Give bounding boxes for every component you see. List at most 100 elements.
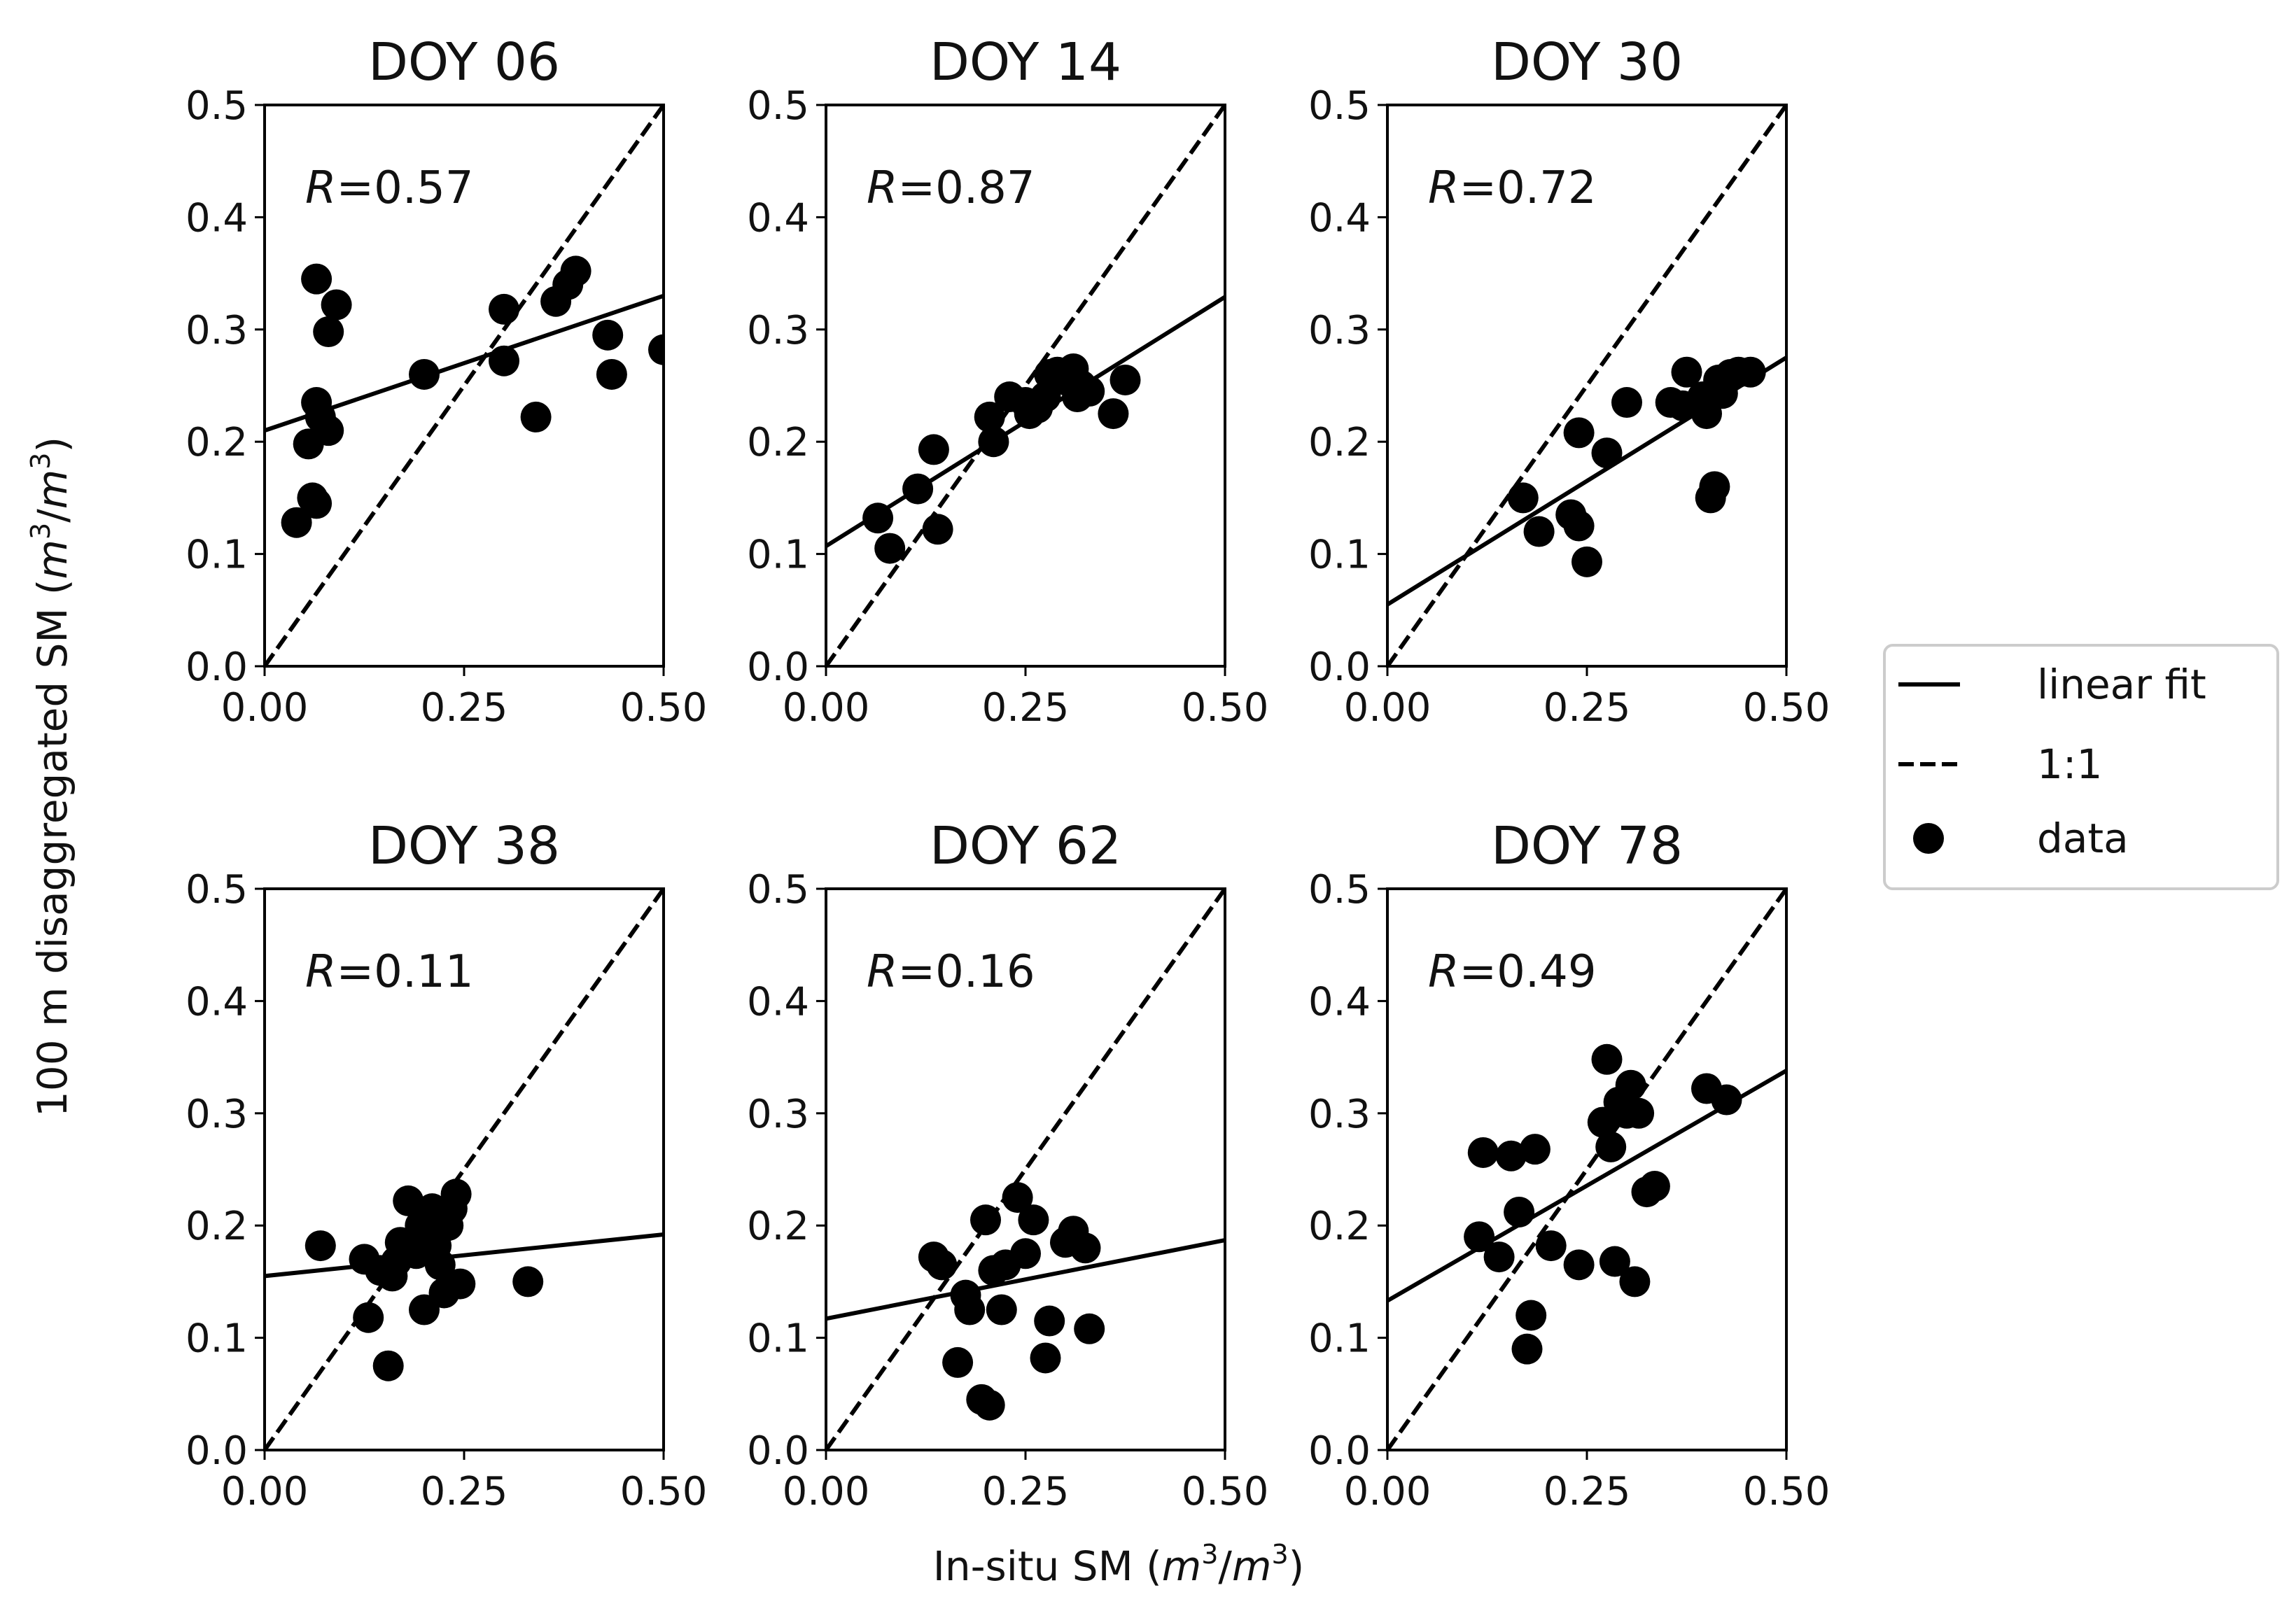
data-point bbox=[942, 1346, 974, 1378]
subplot-panel: DOY 30 0.0 0.1 0.2 0.3 0.4 0.5 0.00 0.25 0.50 R=0.… bbox=[1308, 32, 1830, 731]
y-tick-label: 0.1 bbox=[747, 1316, 809, 1362]
y-tick-label: 0.1 bbox=[186, 533, 248, 578]
r-symbol: R bbox=[305, 162, 336, 214]
data-point bbox=[974, 1389, 1005, 1421]
subplot-title: DOY 78 bbox=[1491, 816, 1683, 876]
data-point bbox=[1563, 417, 1595, 449]
data-point bbox=[1595, 1131, 1627, 1162]
data-point bbox=[1516, 1300, 1547, 1331]
data-point bbox=[444, 1268, 476, 1300]
data-point bbox=[293, 428, 324, 460]
y-tick-label: 0.2 bbox=[747, 1204, 809, 1249]
x-tick-label: 0.25 bbox=[1544, 1469, 1631, 1514]
data-point bbox=[1639, 1171, 1670, 1202]
data-point bbox=[440, 1179, 472, 1210]
data-point bbox=[1464, 1221, 1495, 1253]
data-point bbox=[512, 1266, 544, 1297]
data-point bbox=[313, 316, 344, 348]
x-tick-label: 0.25 bbox=[982, 1469, 1070, 1514]
legend-label: 1:1 bbox=[2037, 740, 2102, 788]
one-to-one-line bbox=[1387, 105, 1786, 666]
y-tick-label: 0.5 bbox=[1308, 83, 1371, 129]
r-symbol: R bbox=[1428, 946, 1459, 998]
subplot-title: DOY 14 bbox=[930, 32, 1121, 92]
subplot-panel: DOY 78 0.0 0.1 0.2 0.3 0.4 0.5 0.00 0.25 0.50 R=0.… bbox=[1308, 816, 1830, 1514]
y-tick-label: 0.3 bbox=[186, 308, 248, 353]
legend-item-one-to-one: 1:1 bbox=[1898, 740, 2102, 788]
x-tick-label: 0.00 bbox=[221, 685, 309, 731]
data-point bbox=[353, 1302, 384, 1333]
data-point bbox=[1671, 356, 1702, 388]
y-axis-label: 100 m disaggregated SM (m3/m3) bbox=[25, 437, 76, 1117]
data-point bbox=[1591, 437, 1623, 469]
correlation-annotation: R=0.72 bbox=[1428, 162, 1597, 214]
x-tick-label: 0.00 bbox=[221, 1469, 309, 1514]
y-tick-label: 0.4 bbox=[186, 979, 248, 1025]
x-tick-label: 0.50 bbox=[1182, 1469, 1269, 1514]
y-tick-label: 0.4 bbox=[186, 195, 248, 241]
x-tick-label: 0.50 bbox=[1743, 685, 1830, 731]
x-tick-label: 0.50 bbox=[1182, 685, 1269, 731]
correlation-annotation: R=0.11 bbox=[305, 946, 474, 998]
data-point bbox=[1495, 1140, 1527, 1172]
data-point bbox=[1504, 1196, 1535, 1227]
x-tick-label: 0.00 bbox=[1344, 685, 1432, 731]
subplot-title: DOY 06 bbox=[368, 32, 560, 92]
legend-frame bbox=[1883, 644, 2279, 890]
y-tick-label: 0.4 bbox=[747, 195, 809, 241]
y-tick-label: 0.0 bbox=[747, 1428, 809, 1474]
subplot-grid: DOY 060.00.10.20.30.40.50.00 0.25 0.50R=0.… bbox=[186, 32, 1830, 1514]
data-point bbox=[1699, 471, 1730, 502]
data-point bbox=[1735, 356, 1766, 388]
data-point bbox=[1615, 1069, 1646, 1101]
linear-fit-line bbox=[826, 1238, 1225, 1321]
data-point bbox=[918, 434, 949, 465]
data-point bbox=[1591, 1043, 1623, 1075]
data-point bbox=[874, 533, 906, 564]
r-symbol: R bbox=[867, 946, 897, 998]
data-point bbox=[1070, 1232, 1101, 1264]
data-point bbox=[970, 1204, 1001, 1236]
subplot-panel: DOY 14 0.0 0.1 0.2 0.3 0.4 0.5 0.00 0.25 0.50 R=0.… bbox=[747, 32, 1268, 731]
data-point bbox=[1711, 1084, 1742, 1116]
data-point bbox=[520, 401, 552, 432]
data-point bbox=[321, 289, 352, 321]
data-point bbox=[1010, 1238, 1041, 1269]
data-point bbox=[592, 319, 624, 351]
y-tick-label: 0.3 bbox=[747, 1092, 809, 1137]
y-tick-label: 0.0 bbox=[186, 645, 248, 690]
data-point bbox=[596, 358, 627, 390]
data-point bbox=[1074, 376, 1105, 407]
y-tick-label: 0.0 bbox=[1308, 1428, 1371, 1474]
correlation-annotation: R=0.87 bbox=[867, 162, 1035, 214]
data-point bbox=[902, 473, 934, 505]
data-point bbox=[409, 358, 440, 390]
x-tick-label: 0.50 bbox=[620, 1469, 708, 1514]
data-point bbox=[1535, 1230, 1567, 1262]
data-point bbox=[1110, 364, 1141, 395]
legend-item-data: data bbox=[1913, 815, 2129, 862]
y-tick-label: 0.0 bbox=[1308, 645, 1371, 690]
x-tick-label: 0.25 bbox=[982, 685, 1070, 731]
r-value: =0.16 bbox=[897, 946, 1035, 998]
r-value: =0.72 bbox=[1459, 162, 1596, 214]
x-tick-label: 0.00 bbox=[783, 685, 870, 731]
data-point bbox=[986, 1294, 1017, 1325]
y-tick-label: 0.2 bbox=[1308, 1204, 1371, 1249]
data-point bbox=[1034, 1305, 1065, 1337]
data-point bbox=[1002, 1182, 1033, 1213]
subplot-panel: DOY 62 0.0 0.1 0.2 0.3 0.4 0.5 0.00 0.25 0.50 R=0.… bbox=[747, 816, 1268, 1514]
x-axis-label: In-situ SM (m3/m3) bbox=[933, 1539, 1305, 1590]
y-tick-label: 0.1 bbox=[1308, 533, 1371, 578]
r-value: =0.49 bbox=[1459, 946, 1596, 998]
data-point bbox=[1467, 1137, 1499, 1168]
y-tick-label: 0.3 bbox=[747, 308, 809, 353]
data-point bbox=[974, 401, 1005, 432]
y-tick-label: 0.5 bbox=[1308, 867, 1371, 913]
y-tick-label: 0.5 bbox=[186, 867, 248, 913]
data-point bbox=[304, 1230, 336, 1262]
data-point bbox=[281, 507, 312, 538]
data-point bbox=[1619, 1266, 1651, 1297]
plot-area bbox=[265, 105, 664, 666]
